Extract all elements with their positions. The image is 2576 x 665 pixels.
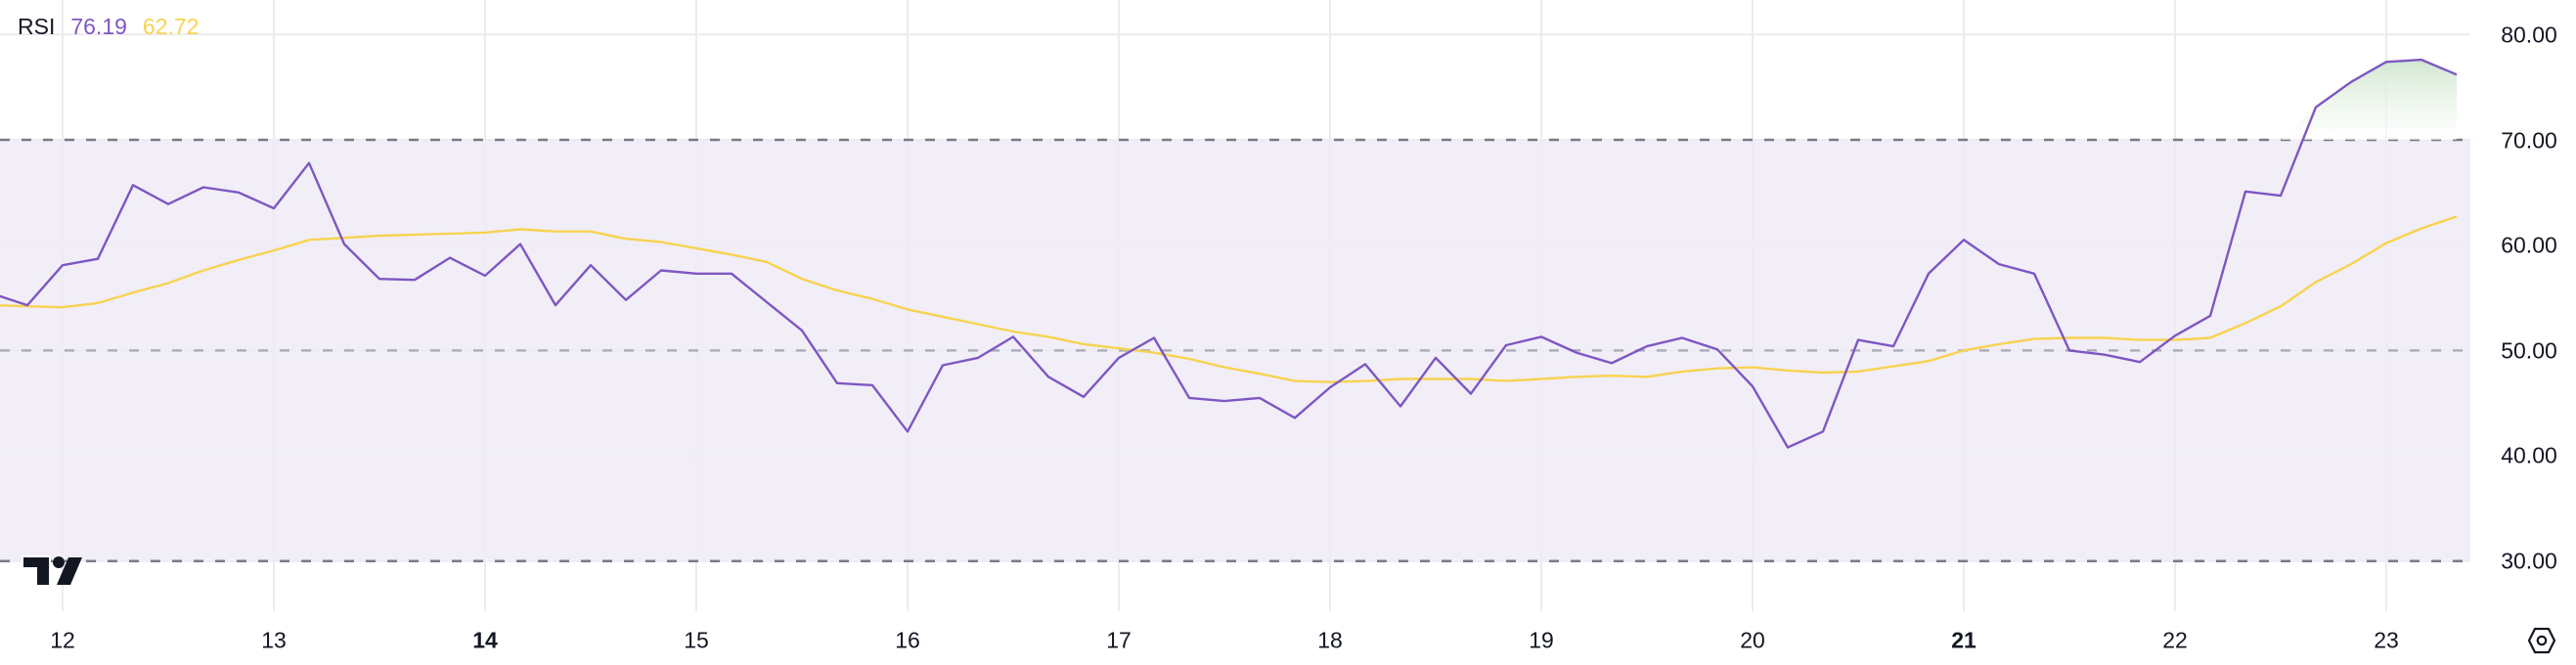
y-tick-label: 60.00 bbox=[2501, 232, 2557, 258]
y-tick-label: 80.00 bbox=[2501, 22, 2557, 48]
y-tick-label: 50.00 bbox=[2501, 337, 2557, 364]
overbought-fill bbox=[0, 60, 2457, 140]
rsi-line bbox=[0, 58, 2458, 449]
ma-value: 62.72 bbox=[142, 14, 200, 39]
indicator-legend[interactable]: RSI 76.19 62.72 bbox=[18, 14, 199, 40]
rsi-band-lines bbox=[0, 138, 2470, 563]
x-tick-label: 23 bbox=[2374, 627, 2399, 653]
y-tick-label: 40.00 bbox=[2501, 442, 2557, 468]
x-tick-label: 20 bbox=[1740, 627, 1765, 653]
x-tick-label: 19 bbox=[1529, 627, 1554, 653]
rsi-value: 76.19 bbox=[70, 14, 127, 39]
x-tick-label: 13 bbox=[261, 627, 287, 653]
x-tick-label: 14 bbox=[472, 627, 498, 653]
x-tick-label: 21 bbox=[1951, 627, 1976, 653]
rsi-ma-line bbox=[0, 215, 2458, 383]
y-tick-label: 30.00 bbox=[2501, 548, 2557, 574]
x-tick-label: 17 bbox=[1106, 627, 1132, 653]
settings-hexagon-icon[interactable] bbox=[2527, 627, 2556, 654]
y-tick-label: 70.00 bbox=[2501, 127, 2557, 154]
x-tick-label: 12 bbox=[50, 627, 75, 653]
x-tick-label: 15 bbox=[684, 627, 709, 653]
x-tick-label: 16 bbox=[895, 627, 920, 653]
x-tick-label: 18 bbox=[1317, 627, 1343, 653]
x-tick-label: 22 bbox=[2162, 627, 2188, 653]
tradingview-logo-icon[interactable] bbox=[22, 554, 86, 587]
indicator-name: RSI bbox=[18, 14, 56, 39]
